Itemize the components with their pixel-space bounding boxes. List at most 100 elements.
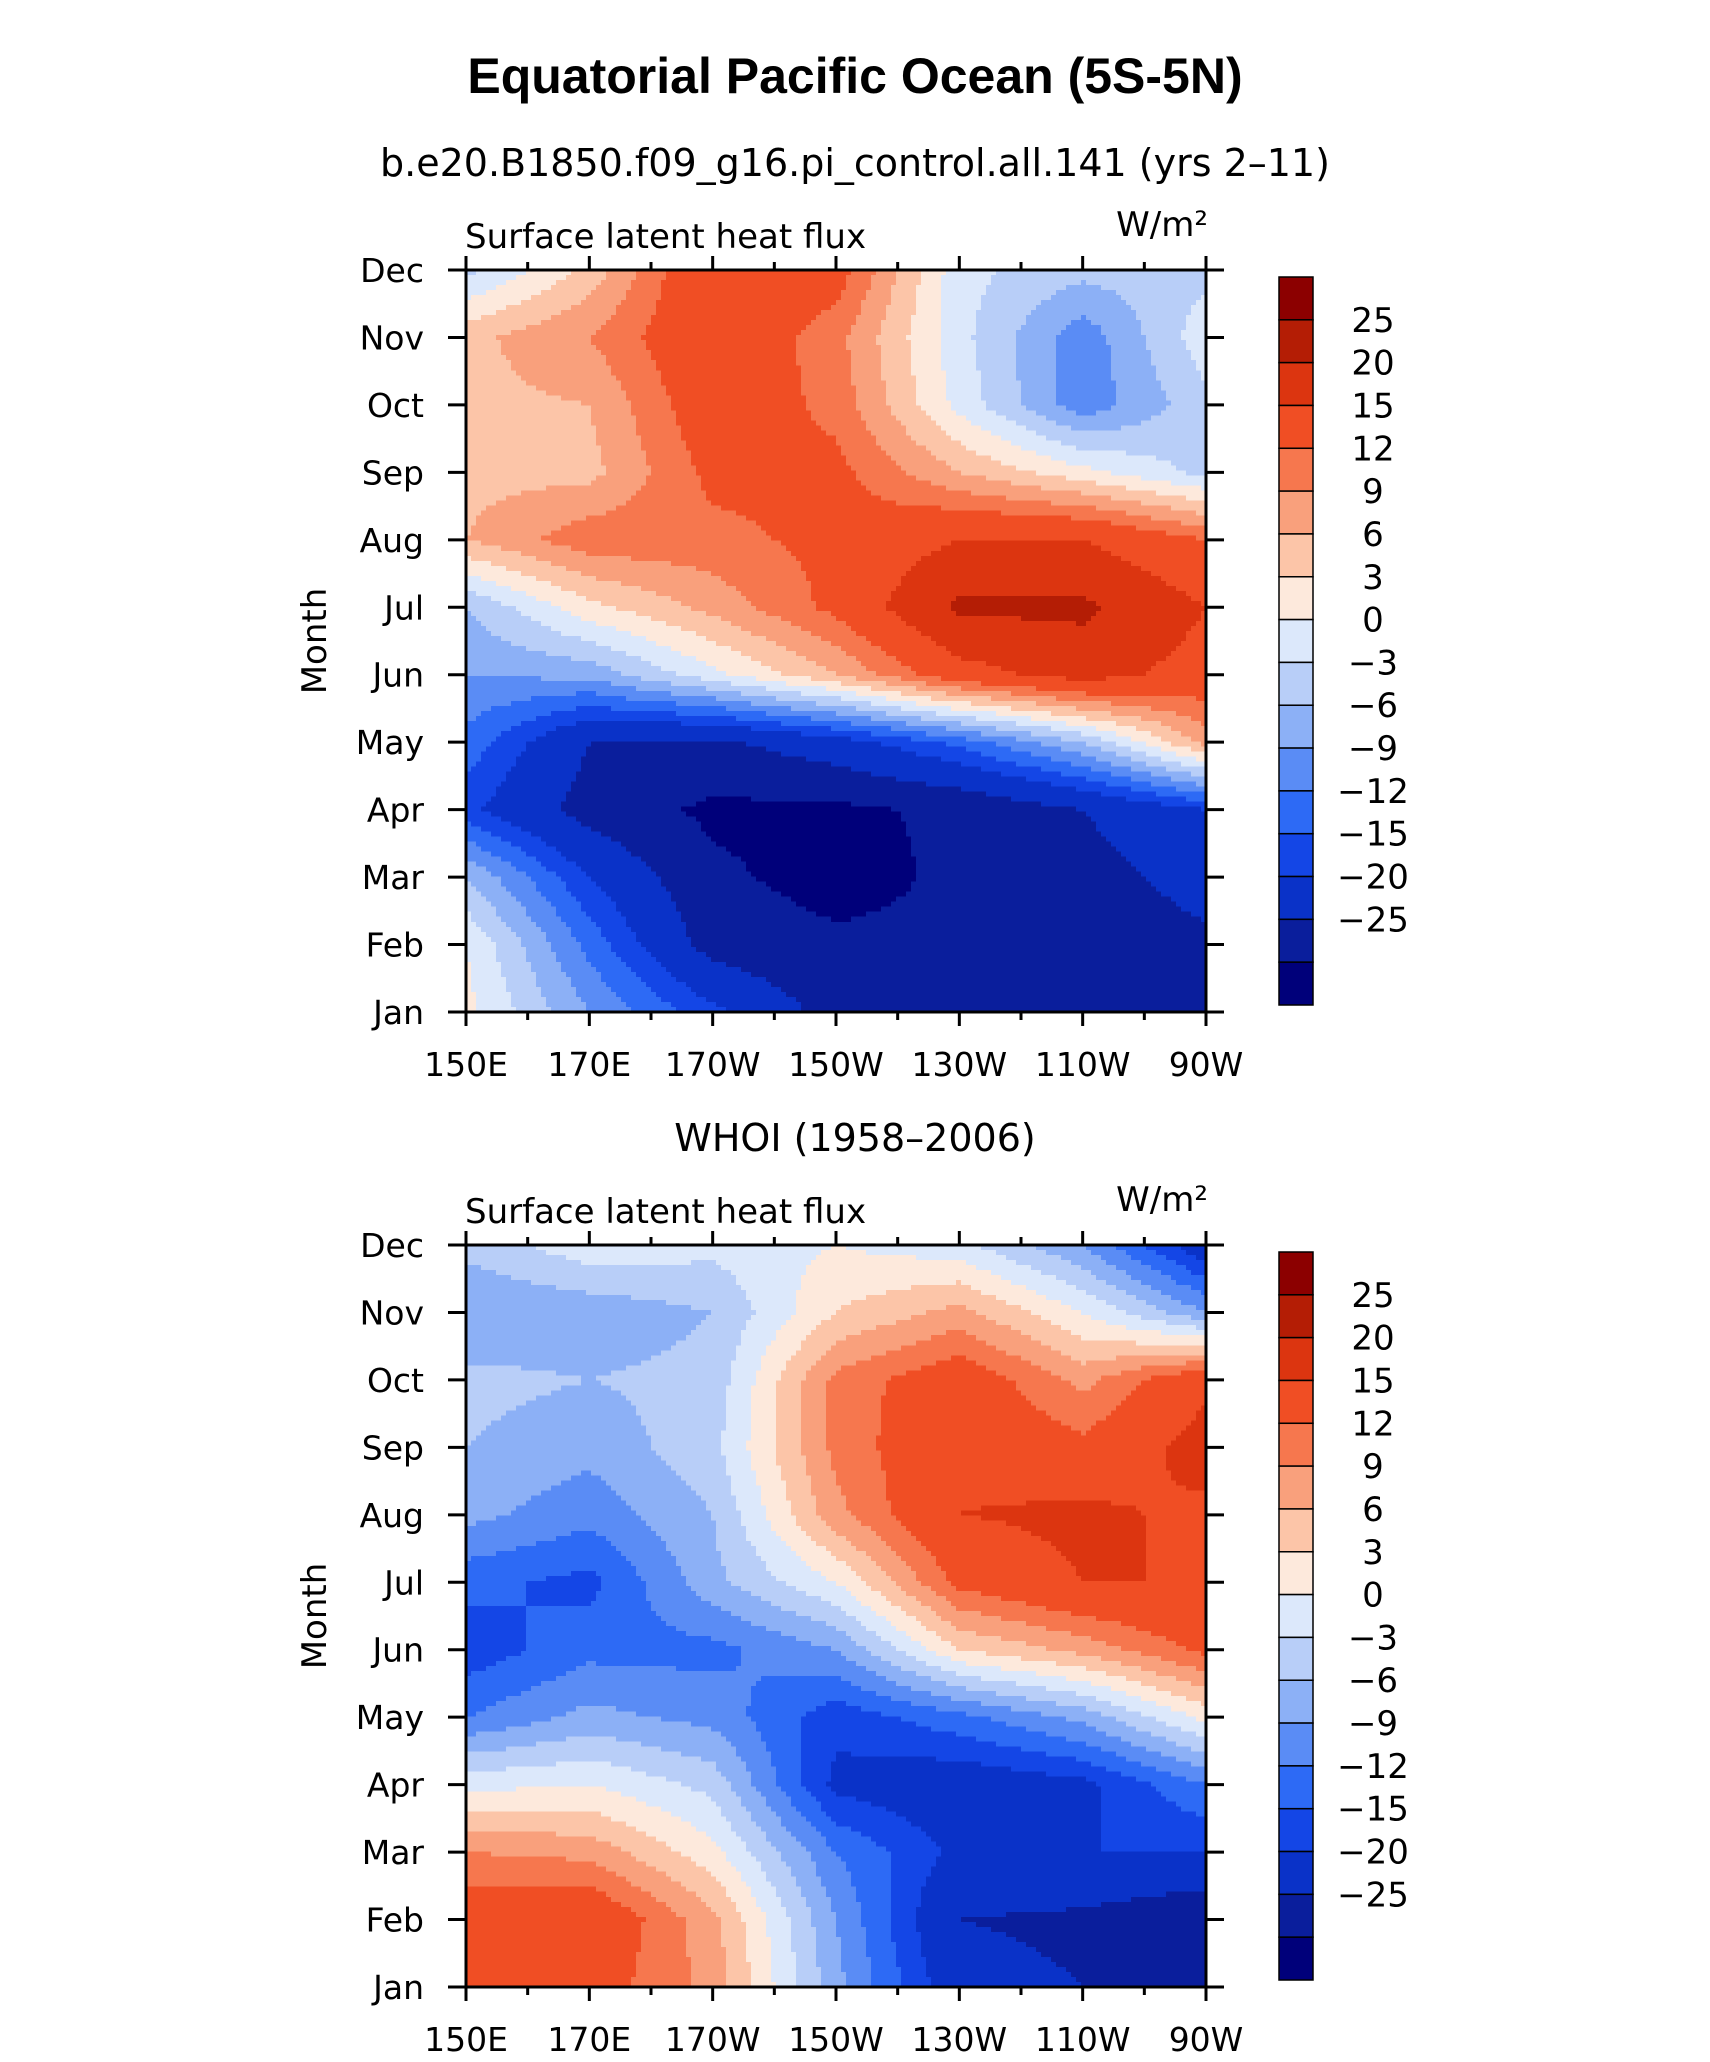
contour-band [1116, 721, 1162, 727]
contour-band [531, 615, 582, 622]
contour-band [506, 921, 537, 928]
contour-band [921, 280, 942, 286]
contour-band [1131, 746, 1162, 752]
contour-band [881, 1590, 907, 1597]
contour-band [1151, 1781, 1207, 1788]
contour-band [936, 1841, 1102, 1848]
contour-band [746, 741, 882, 747]
contour-band [831, 1786, 1102, 1793]
contour-band [751, 701, 817, 707]
contour-band [626, 846, 727, 853]
contour-band [891, 1876, 927, 1883]
contour-band [916, 400, 952, 406]
contour-band [746, 1290, 797, 1296]
colorbar-label: −25 [1337, 900, 1409, 940]
contour-band [751, 1776, 777, 1783]
contour-band [586, 595, 672, 602]
contour-band [811, 1260, 967, 1266]
contour-band [861, 300, 892, 306]
contour-band [996, 1320, 1052, 1326]
contour-band [741, 1656, 847, 1662]
contour-band [981, 1590, 1207, 1597]
contour-band [881, 1405, 1037, 1412]
contour-band [1106, 1731, 1152, 1737]
contour-band [816, 1255, 917, 1261]
contour-band [1166, 390, 1207, 396]
contour-band [786, 1485, 812, 1492]
contour-band [856, 385, 887, 391]
contour-band [706, 661, 762, 667]
contour-band [1171, 505, 1207, 512]
contour-band [526, 946, 552, 953]
contour-band [496, 906, 527, 913]
contour-band [786, 1320, 822, 1326]
contour-band [796, 355, 852, 361]
contour-band [761, 1490, 787, 1497]
contour-band [1166, 1460, 1207, 1467]
contour-band [936, 641, 1182, 647]
contour-band [501, 916, 532, 923]
contour-band [1096, 756, 1132, 762]
contour-band [1176, 1756, 1207, 1762]
contour-band [1156, 1671, 1207, 1677]
contour-band [466, 350, 502, 356]
contour-band [1111, 520, 1182, 527]
contour-band [866, 1936, 892, 1943]
contour-band [591, 961, 627, 968]
contour-band [746, 1525, 772, 1532]
contour-band [641, 1515, 712, 1522]
contour-band [731, 1781, 752, 1788]
contour-band [876, 1841, 937, 1848]
contour-band [721, 1440, 747, 1447]
contour-band [736, 1901, 757, 1908]
contour-band [906, 1560, 937, 1567]
contour-band [751, 1691, 877, 1697]
contour-band [751, 871, 917, 878]
contour-band [1036, 1671, 1107, 1677]
contour-band [726, 1420, 752, 1427]
contour-band [796, 1290, 887, 1296]
contour-band [801, 1440, 827, 1447]
contour-band [466, 480, 592, 487]
contour-band [636, 1510, 712, 1517]
contour-band [1151, 1375, 1207, 1381]
contour-band [466, 1340, 677, 1346]
contour-band [1096, 1696, 1142, 1702]
contour-band [881, 646, 947, 652]
contour-band [691, 1721, 757, 1727]
contour-band [566, 811, 687, 818]
contour-band [1196, 756, 1207, 762]
x-tick-label: 170E [547, 2020, 631, 2059]
contour-band [861, 410, 892, 416]
contour-band [781, 1896, 807, 1903]
contour-band [941, 1666, 1002, 1672]
contour-band [1196, 696, 1207, 702]
contour-band [831, 1525, 872, 1532]
contour-band [1166, 530, 1207, 537]
contour-band [1096, 1616, 1207, 1622]
contour-band [1171, 741, 1202, 747]
contour-band [926, 1626, 957, 1632]
contour-band [781, 1901, 807, 1908]
contour-band [691, 1786, 732, 1793]
contour-band [871, 731, 927, 737]
contour-band [911, 350, 942, 356]
contour-band [466, 651, 547, 657]
contour-band [776, 696, 842, 702]
contour-band [466, 520, 477, 527]
contour-band [701, 480, 862, 487]
contour-band [466, 711, 482, 717]
contour-band [476, 1731, 722, 1737]
contour-band [666, 270, 852, 276]
contour-band [466, 806, 482, 813]
contour-band [466, 686, 637, 692]
contour-band [936, 1590, 982, 1597]
contour-band [1151, 706, 1207, 712]
contour-band [726, 1856, 757, 1863]
contour-band [761, 661, 817, 667]
contour-band [751, 1961, 772, 1968]
colorbar-label: 3 [1362, 558, 1384, 598]
contour-band [541, 620, 597, 627]
contour-band [611, 896, 672, 903]
contour-band [1076, 1570, 1147, 1577]
